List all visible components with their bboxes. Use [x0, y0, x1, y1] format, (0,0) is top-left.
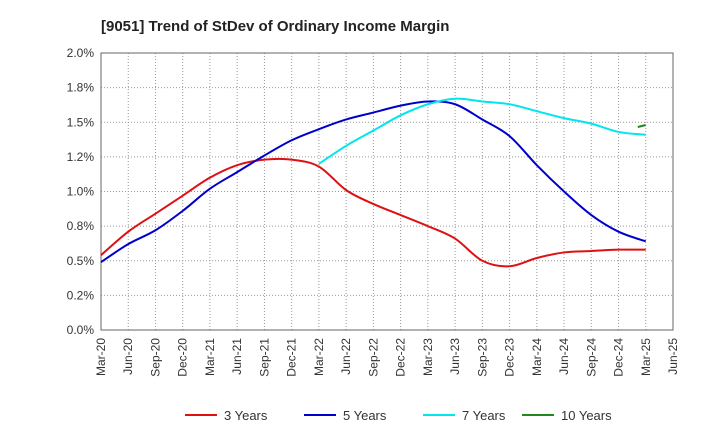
- series-line-10-years: [637, 124, 647, 128]
- x-tick-label: Dec-22: [394, 338, 408, 377]
- x-tick-label: Sep-24: [584, 338, 598, 377]
- y-tick-label: 1.0%: [67, 185, 95, 199]
- x-tick-label: Jun-24: [557, 338, 571, 375]
- legend-label: 7 Years: [462, 408, 506, 423]
- x-tick-label: Jun-25: [666, 338, 680, 375]
- legend-label: 10 Years: [561, 408, 612, 423]
- x-tick-label: Mar-23: [421, 338, 435, 376]
- x-tick-label: Jun-23: [448, 338, 462, 375]
- x-tick-label: Mar-20: [94, 338, 108, 376]
- x-tick-label: Dec-23: [503, 338, 517, 377]
- series-line-7-years: [318, 97, 646, 165]
- x-tick-label: Jun-20: [121, 338, 135, 375]
- series-line-3-years: [100, 157, 646, 268]
- chart-title: [9051] Trend of StDev of Ordinary Income…: [101, 18, 449, 35]
- plot-area: 0.0% 0.2% 0.5% 0.8% 1.0% 1.2% 1.5% 1.8% 2.0% Mar-…: [67, 46, 680, 377]
- y-tick-label: 0.5%: [67, 254, 95, 268]
- series-line-5-years: [100, 100, 647, 263]
- legend: 3 Years 5 Years 7 Years 10 Years: [185, 408, 612, 423]
- x-tick-label: Mar-21: [203, 338, 217, 376]
- y-tick-label: 1.8%: [67, 81, 95, 95]
- y-tick-label: 1.2%: [67, 150, 95, 164]
- x-tick-label: Dec-24: [612, 338, 626, 377]
- x-tick-label: Sep-22: [366, 338, 380, 377]
- x-tick-label: Jun-22: [339, 338, 353, 375]
- x-tick-label: Sep-21: [257, 338, 271, 377]
- y-tick-label: 0.8%: [67, 219, 95, 233]
- y-tick-label: 0.2%: [67, 288, 95, 302]
- series-layer: [100, 97, 647, 268]
- y-tick-label: 1.5%: [67, 115, 95, 129]
- x-tick-label: Mar-24: [530, 338, 544, 376]
- x-tick-label: Jun-21: [230, 338, 244, 375]
- plot-frame: [100, 52, 674, 331]
- y-tick-label: 2.0%: [67, 46, 95, 60]
- x-tick-label: Dec-20: [176, 338, 190, 377]
- y-tick-label: 0.0%: [67, 323, 95, 337]
- x-tick-label: Dec-21: [285, 338, 299, 377]
- legend-label: 5 Years: [343, 408, 387, 423]
- x-tick-label: Mar-22: [312, 338, 326, 376]
- x-tick-label: Mar-25: [639, 338, 653, 376]
- x-tick-label: Sep-23: [475, 338, 489, 377]
- legend-label: 3 Years: [224, 408, 268, 423]
- x-tick-label: Sep-20: [148, 338, 162, 377]
